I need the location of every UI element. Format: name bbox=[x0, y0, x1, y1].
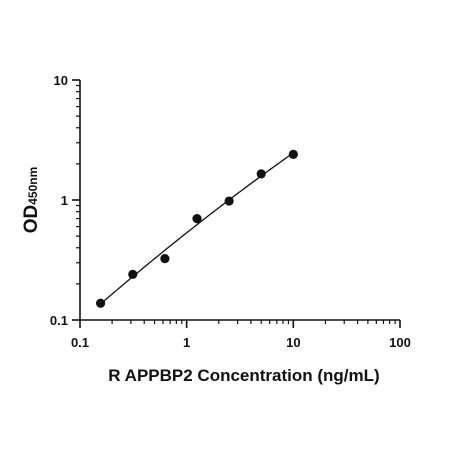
data-point bbox=[256, 169, 266, 179]
data-point bbox=[128, 269, 138, 279]
x-tick-label: 1 bbox=[183, 335, 190, 350]
y-axis-title-main: OD bbox=[21, 205, 42, 234]
x-tick-label: 10 bbox=[286, 335, 300, 350]
data-point bbox=[288, 149, 298, 159]
x-tick-label: 100 bbox=[389, 335, 411, 350]
y-axis-title-sub: 450nm bbox=[26, 167, 40, 205]
data-points bbox=[95, 149, 298, 308]
x-tick-labels: 0.1 1 10 100 bbox=[71, 335, 411, 350]
y-axis-title: OD450nm bbox=[21, 167, 42, 234]
data-point bbox=[160, 253, 170, 264]
data-point bbox=[95, 298, 106, 308]
y-tick-label: 0.1 bbox=[50, 313, 68, 328]
y-tick-label: 1 bbox=[61, 193, 68, 208]
data-point bbox=[192, 213, 202, 224]
x-tick-label: 0.1 bbox=[71, 335, 89, 350]
x-axis-title: R APPBP2 Concentration (ng/mL) bbox=[108, 366, 379, 385]
y-tick-label: 10 bbox=[54, 73, 68, 88]
axes bbox=[72, 79, 401, 328]
y-tick-labels: 0.1 1 10 bbox=[50, 73, 68, 328]
data-point bbox=[224, 196, 234, 206]
